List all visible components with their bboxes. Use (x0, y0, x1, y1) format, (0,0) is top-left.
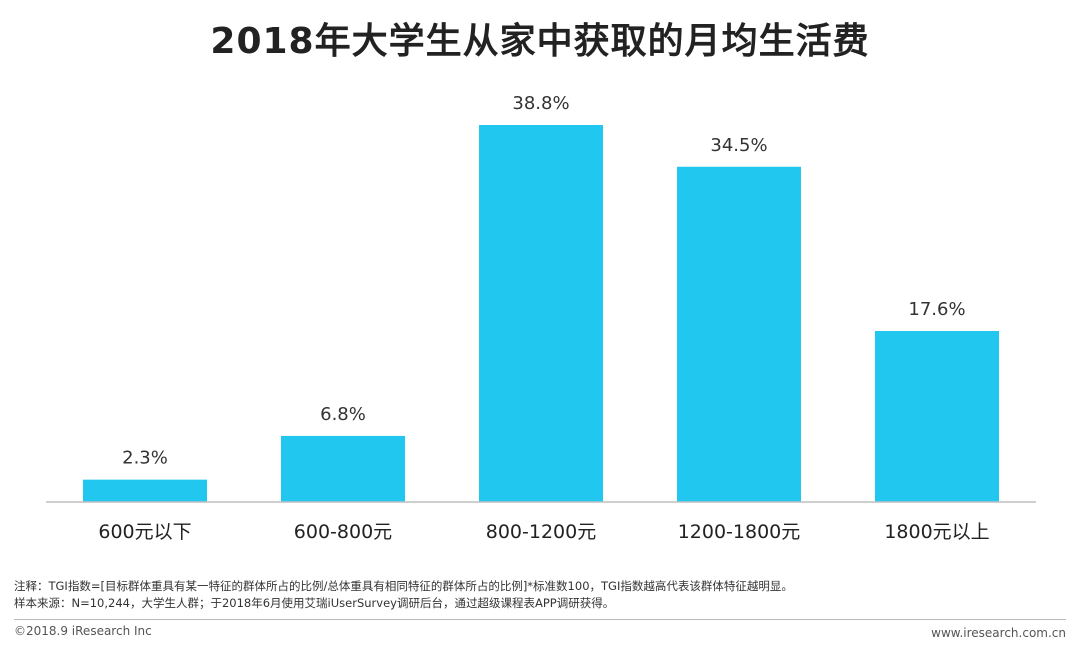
value-labels-layer: 2.3% 6.8% 38.8% 34.5% 17.6% (122, 93, 965, 469)
value-label-4: 34.5% (710, 135, 767, 156)
bar-5 (875, 330, 999, 502)
note-tgi: 注释：TGI指数=[目标群体重具有某一特征的群体所占的比例/总体重具有相同特征的… (14, 579, 793, 593)
category-labels-layer: 600元以下 600-800元 800-1200元 1200-1800元 1800元以上 (98, 521, 989, 543)
category-label-3: 800-1200元 (486, 521, 596, 543)
value-label-3: 38.8% (512, 93, 569, 114)
category-label-1: 600元以下 (98, 521, 191, 543)
chart-notes: 注释：TGI指数=[目标群体重具有某一特征的群体所占的比例/总体重具有相同特征的… (14, 578, 1064, 612)
category-label-2: 600-800元 (294, 521, 392, 543)
bar-4 (677, 166, 801, 502)
chart-title: 2018年大学生从家中获取的月均生活费 (210, 21, 870, 62)
footer-divider (14, 619, 1066, 620)
copyright-text: ©2018.9 iResearch Inc (14, 624, 152, 638)
bar-1 (83, 479, 207, 502)
bar-2 (281, 435, 405, 502)
category-label-5: 1800元以上 (884, 521, 989, 543)
value-label-1: 2.3% (122, 448, 168, 469)
value-label-2: 6.8% (320, 404, 366, 425)
website-link[interactable]: www.iresearch.com.cn (931, 626, 1066, 640)
note-sample-source: 样本来源：N=10,244，大学生人群；于2018年6月使用艾瑞iUserSur… (14, 596, 615, 610)
bar-chart: 2.3% 6.8% 38.8% 34.5% 17.6% 600元以下 600-800元 80… (46, 93, 1036, 543)
bar-3 (479, 125, 603, 502)
value-label-5: 17.6% (908, 299, 965, 320)
category-label-4: 1200-1800元 (678, 521, 801, 543)
bars-layer (83, 125, 999, 502)
